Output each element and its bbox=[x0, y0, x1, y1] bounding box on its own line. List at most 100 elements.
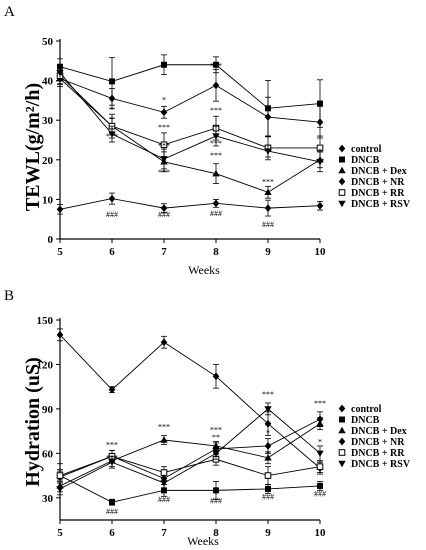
panel-b-significance-label: *** bbox=[262, 390, 274, 399]
panel-a-significance-label: *** bbox=[106, 132, 118, 141]
panel-a-significance-label: ### bbox=[158, 210, 170, 219]
panel-a-series-line bbox=[59, 78, 321, 123]
panel-b-significance-label: ### bbox=[314, 489, 326, 498]
panel-b-legend-label: DNCB bbox=[351, 415, 380, 426]
panel-a-data-point bbox=[109, 78, 115, 85]
panel-b-significance-label: *** bbox=[106, 440, 118, 449]
panel-b: B Hydration (uS) Weeks 30 60 90 120 150 5 6 7 8 9… bbox=[4, 288, 411, 548]
panel-a-data-point bbox=[160, 108, 168, 117]
panel-b-y-tick-label: 60 bbox=[42, 448, 54, 460]
panel-b-significance-label: ### bbox=[106, 507, 118, 516]
panel-b-significance-label: *** bbox=[106, 454, 118, 463]
panel-a-data-point bbox=[212, 133, 220, 140]
panel-a-legend-item: DNCB + NR bbox=[338, 177, 405, 188]
panel-a-legend-marker bbox=[338, 189, 346, 196]
panel-a-data-point bbox=[264, 188, 272, 195]
panel-b-series-dncb-rsv bbox=[56, 402, 324, 496]
panel-b-legend-label: DNCB + Dex bbox=[351, 426, 407, 437]
panel-b-data-point bbox=[212, 450, 220, 458]
panel-b-series-line bbox=[59, 423, 321, 487]
panel-b-legend-item: DNCB bbox=[339, 415, 380, 426]
panel-a-series-line bbox=[59, 75, 320, 149]
panel-a-data-point bbox=[317, 100, 323, 107]
panel-a-data-point bbox=[316, 201, 324, 210]
panel-a-y-tick-label: 10 bbox=[42, 194, 54, 206]
panel-a-data-point bbox=[212, 81, 220, 90]
panel-a-data-point bbox=[264, 204, 272, 213]
panel-a-significance-label: ### bbox=[262, 220, 274, 229]
panel-a-x-tick-label: 8 bbox=[213, 246, 219, 258]
panel-b-data-point bbox=[264, 442, 272, 450]
panel-a-legend-item: DNCB + Dex bbox=[338, 166, 407, 177]
panel-a-significance-label: ** bbox=[316, 157, 324, 166]
panel-b-data-point bbox=[264, 472, 272, 479]
panel-a-y-tick-label: 30 bbox=[42, 115, 54, 127]
panel-b-significance-label: * bbox=[266, 449, 270, 458]
panel-b-data-point bbox=[108, 459, 116, 466]
panel-a-series-dncb-rr bbox=[56, 67, 324, 161]
panel-a-legend-label: control bbox=[351, 144, 382, 155]
panel-a-data-point bbox=[108, 131, 116, 138]
panel-b-significance-label: ### bbox=[262, 492, 274, 501]
panel-a: A TEWL(g/m²/h) Weeks 0 10 20 30 40 50 5 6 7 8 9 10 *… bbox=[4, 4, 411, 277]
panel-a-series-line bbox=[59, 64, 321, 109]
panel-a-significance-label: *** bbox=[262, 177, 274, 186]
panel-b-label: B bbox=[4, 288, 14, 304]
panel-a-legend-label: DNCB bbox=[351, 155, 380, 166]
panel-a-series-control bbox=[56, 192, 324, 217]
panel-b-legend-marker bbox=[338, 449, 346, 456]
panel-b-legend-label: DNCB + RR bbox=[351, 448, 405, 459]
panel-a-data-point bbox=[108, 194, 116, 203]
panel-b-data-point bbox=[316, 415, 324, 424]
panel-a-legend-label: DNCB + RSV bbox=[351, 199, 411, 210]
panel-a-legend-item: control bbox=[338, 144, 382, 155]
panel-a-series-line bbox=[59, 72, 321, 163]
panel-a-data-point bbox=[316, 144, 324, 152]
panel-b-series-line bbox=[59, 455, 321, 477]
panel-b-x-tick-label: 5 bbox=[57, 527, 63, 539]
panel-a-data-point bbox=[160, 156, 168, 163]
panel-a-x-tick-label: 6 bbox=[109, 246, 115, 258]
panel-b-legend-item: DNCB + RSV bbox=[338, 459, 411, 470]
panel-a-significance-label: ### bbox=[106, 210, 118, 219]
panel-b-significance-label: *** bbox=[158, 423, 170, 432]
panel-a-y-tick-label: 0 bbox=[48, 234, 54, 246]
panel-b-x-tick-label: 6 bbox=[109, 527, 115, 539]
panel-b-data-point bbox=[264, 419, 272, 428]
panel-b-data-point bbox=[213, 487, 219, 494]
panel-a-legend-marker bbox=[338, 177, 346, 186]
panel-b-significance-label: *** bbox=[314, 399, 326, 408]
panel-b-legend-item: DNCB + RR bbox=[338, 448, 405, 459]
panel-b-legend-label: DNCB + RSV bbox=[351, 459, 411, 470]
panel-a-series-dncb-nr bbox=[56, 69, 324, 139]
panel-a-x-tick-label: 10 bbox=[315, 246, 327, 258]
panel-b-x-tick-label: 10 bbox=[315, 527, 327, 539]
panel-b-data-point bbox=[108, 385, 116, 394]
panel-a-data-point bbox=[160, 204, 168, 213]
panel-b-x-tick-label: 8 bbox=[213, 527, 219, 539]
panel-b-legend-item: DNCB + Dex bbox=[338, 426, 407, 437]
panel-a-x-tick-label: 9 bbox=[265, 246, 271, 258]
panel-a-data-point bbox=[56, 69, 64, 77]
panel-a-significance-label: * bbox=[110, 105, 114, 114]
panel-b-legend-marker bbox=[339, 416, 345, 423]
panel-a-significance-label: *** bbox=[210, 139, 222, 148]
panel-a-significance-label: *** bbox=[158, 123, 170, 132]
panel-a-legend-label: DNCB + Dex bbox=[351, 166, 407, 177]
panel-b-series-line bbox=[59, 408, 321, 490]
panel-b-data-point bbox=[160, 469, 168, 476]
panel-a-data-point bbox=[213, 61, 219, 68]
panel-b-significance-label: * bbox=[318, 437, 322, 446]
panel-b-legend-marker bbox=[338, 404, 346, 413]
panel-a-legend-marker bbox=[338, 144, 346, 153]
panel-a-data-point bbox=[264, 148, 272, 155]
panel-a-data-point bbox=[108, 94, 116, 103]
panel-b-legend-marker bbox=[338, 460, 346, 468]
panel-b-y-tick-label: 30 bbox=[42, 493, 54, 505]
panel-b-legend-marker bbox=[338, 437, 346, 446]
panel-b-significance-label: * bbox=[266, 429, 270, 438]
panel-a-data-point bbox=[212, 169, 220, 177]
